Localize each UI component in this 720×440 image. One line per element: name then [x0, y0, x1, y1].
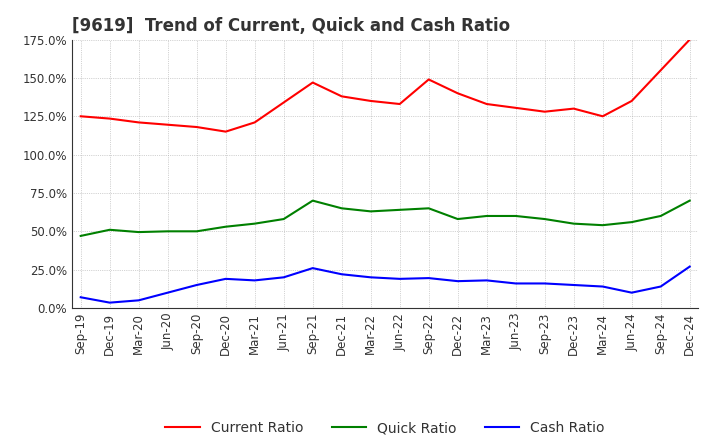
Cash Ratio	[570, 282, 578, 288]
Line: Cash Ratio: Cash Ratio	[81, 267, 690, 303]
Current Ratio	[338, 94, 346, 99]
Current Ratio	[105, 116, 114, 121]
Current Ratio	[163, 122, 172, 127]
Cash Ratio	[163, 290, 172, 295]
Current Ratio	[482, 101, 491, 106]
Quick Ratio	[627, 220, 636, 225]
Current Ratio	[657, 68, 665, 73]
Cash Ratio	[338, 271, 346, 277]
Cash Ratio	[366, 275, 375, 280]
Cash Ratio	[627, 290, 636, 295]
Quick Ratio	[76, 233, 85, 238]
Quick Ratio	[395, 207, 404, 213]
Cash Ratio	[221, 276, 230, 282]
Cash Ratio	[424, 275, 433, 281]
Current Ratio	[424, 77, 433, 82]
Current Ratio	[511, 105, 520, 110]
Quick Ratio	[163, 229, 172, 234]
Quick Ratio	[251, 221, 259, 226]
Quick Ratio	[454, 216, 462, 222]
Current Ratio	[454, 91, 462, 96]
Quick Ratio	[192, 229, 201, 234]
Current Ratio	[627, 98, 636, 103]
Current Ratio	[221, 129, 230, 134]
Quick Ratio	[482, 213, 491, 219]
Cash Ratio	[454, 279, 462, 284]
Cash Ratio	[279, 275, 288, 280]
Quick Ratio	[221, 224, 230, 229]
Cash Ratio	[105, 300, 114, 305]
Current Ratio	[308, 80, 317, 85]
Current Ratio	[366, 98, 375, 103]
Quick Ratio	[424, 205, 433, 211]
Current Ratio	[76, 114, 85, 119]
Cash Ratio	[482, 278, 491, 283]
Text: [9619]  Trend of Current, Quick and Cash Ratio: [9619] Trend of Current, Quick and Cash …	[72, 17, 510, 35]
Cash Ratio	[511, 281, 520, 286]
Current Ratio	[192, 125, 201, 130]
Quick Ratio	[685, 198, 694, 203]
Cash Ratio	[541, 281, 549, 286]
Cash Ratio	[657, 284, 665, 289]
Cash Ratio	[395, 276, 404, 282]
Quick Ratio	[308, 198, 317, 203]
Cash Ratio	[192, 282, 201, 288]
Quick Ratio	[135, 229, 143, 235]
Quick Ratio	[511, 213, 520, 219]
Quick Ratio	[570, 221, 578, 226]
Cash Ratio	[135, 298, 143, 303]
Cash Ratio	[685, 264, 694, 269]
Quick Ratio	[105, 227, 114, 232]
Cash Ratio	[598, 284, 607, 289]
Current Ratio	[395, 101, 404, 106]
Legend: Current Ratio, Quick Ratio, Cash Ratio: Current Ratio, Quick Ratio, Cash Ratio	[160, 415, 611, 440]
Quick Ratio	[541, 216, 549, 222]
Current Ratio	[135, 120, 143, 125]
Current Ratio	[541, 109, 549, 114]
Quick Ratio	[366, 209, 375, 214]
Current Ratio	[251, 120, 259, 125]
Quick Ratio	[279, 216, 288, 222]
Quick Ratio	[657, 213, 665, 219]
Current Ratio	[570, 106, 578, 111]
Current Ratio	[685, 37, 694, 42]
Cash Ratio	[308, 265, 317, 271]
Line: Quick Ratio: Quick Ratio	[81, 201, 690, 236]
Quick Ratio	[338, 205, 346, 211]
Cash Ratio	[251, 278, 259, 283]
Current Ratio	[279, 100, 288, 105]
Current Ratio	[598, 114, 607, 119]
Cash Ratio	[76, 295, 85, 300]
Quick Ratio	[598, 223, 607, 228]
Line: Current Ratio: Current Ratio	[81, 40, 690, 132]
